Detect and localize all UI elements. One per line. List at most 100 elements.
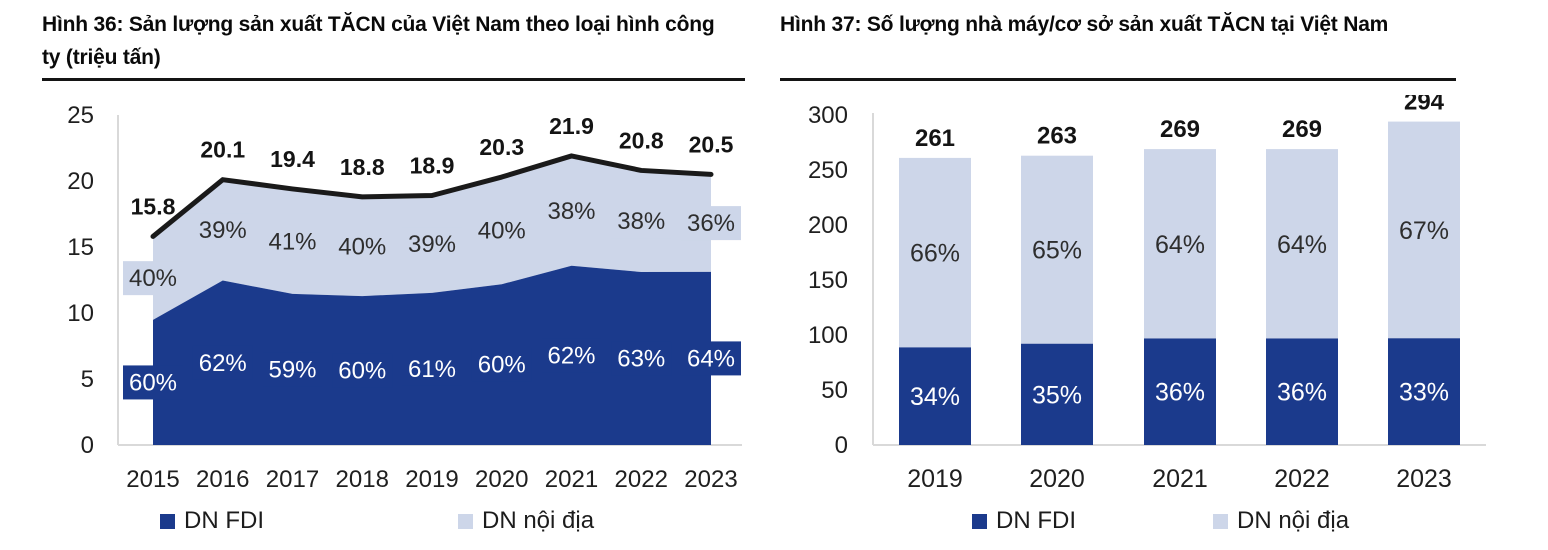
- pct-label-fdi: 35%: [1032, 381, 1082, 409]
- x-tick-label: 2022: [615, 466, 668, 493]
- pct-label-fdi: 36%: [1277, 379, 1327, 407]
- x-tick-label: 2020: [475, 466, 528, 493]
- pct-label-domestic: 64%: [1277, 231, 1327, 259]
- y-tick-label: 300: [808, 102, 848, 129]
- legend-item-domestic: DN nội địa: [1213, 507, 1349, 535]
- pct-label-fdi: 60%: [129, 369, 177, 396]
- total-label: 20.8: [619, 127, 664, 153]
- x-tick-label: 2021: [545, 466, 598, 493]
- legend-item-domestic: DN nội địa: [458, 507, 594, 535]
- x-tick-label: 2017: [266, 466, 319, 493]
- legend-swatch-fdi-icon: [160, 513, 175, 529]
- legend-label-domestic: DN nội địa: [1237, 507, 1350, 534]
- pct-label-domestic: 39%: [408, 231, 456, 258]
- figure37-stacked-bar-chart: 0 50 100 150 200 250 300 261 66% 34% 2019 263 65% 35%…: [808, 95, 1486, 493]
- legend-label-fdi: DN FDI: [184, 507, 264, 534]
- total-label: 15.8: [131, 193, 176, 219]
- pct-label-bg-fdi: [262, 352, 323, 387]
- pct-label-bg-fdi: [402, 351, 462, 386]
- total-label: 21.9: [549, 113, 594, 139]
- x-tick-label: 2023: [1396, 465, 1452, 493]
- y-tick-label: 5: [81, 366, 94, 393]
- x-tick-label: 2022: [1274, 465, 1330, 493]
- bar-segment-domestic: [1266, 149, 1338, 339]
- pct-label-fdi: 34%: [910, 383, 960, 411]
- pct-label-domestic: 40%: [478, 218, 526, 245]
- figure37-legend: DN FDI DN nội địa: [780, 507, 1548, 535]
- total-label: 20.3: [479, 134, 524, 160]
- pct-label-bg-fdi: [192, 345, 253, 380]
- pct-label-domestic: 66%: [910, 240, 960, 268]
- figure36-title-divider: [42, 78, 745, 81]
- y-tick-label: 150: [808, 267, 848, 294]
- pct-label-domestic: 40%: [129, 265, 177, 292]
- x-tick-label: 2023: [684, 466, 737, 493]
- bar-segment-fdi: [1388, 338, 1460, 445]
- total-label: 20.5: [689, 131, 734, 157]
- legend-item-fdi: DN FDI: [972, 507, 1076, 535]
- total-label: 18.9: [410, 153, 455, 179]
- y-tick-label: 15: [67, 234, 94, 261]
- bar-segment-fdi: [1021, 343, 1093, 445]
- pct-label-bg-domestic: [123, 261, 183, 296]
- y-tick-label: 20: [67, 168, 94, 195]
- bar-segment-domestic: [1144, 149, 1216, 339]
- figure37-title-divider: [780, 78, 1456, 81]
- x-tick-label: 2016: [196, 466, 249, 493]
- pct-label-bg-fdi: [611, 341, 672, 376]
- pct-label-fdi: 64%: [687, 345, 735, 372]
- pct-label-bg-domestic: [262, 224, 323, 259]
- pct-label-fdi: 62%: [199, 350, 247, 377]
- pct-label-fdi: 61%: [408, 356, 456, 383]
- pct-label-domestic: 64%: [1155, 231, 1205, 259]
- total-label: 20.1: [200, 137, 245, 163]
- pct-label-bg-domestic: [332, 229, 393, 264]
- y-tick-label: 50: [821, 377, 848, 404]
- pct-label-fdi: 62%: [547, 342, 595, 369]
- pct-label-domestic: 38%: [617, 208, 665, 235]
- y-tick-label: 10: [67, 300, 94, 327]
- y-tick-label: 250: [808, 157, 848, 184]
- figure37-title: Hình 37: Số lượng nhà máy/cơ sở sản xuất…: [780, 13, 1389, 36]
- bar-segment-fdi: [1266, 338, 1338, 445]
- pct-label-bg-domestic: [192, 213, 253, 248]
- pct-label-domestic: 41%: [268, 228, 316, 255]
- y-tick-label: 0: [81, 432, 94, 459]
- pct-label-bg-domestic: [471, 213, 532, 248]
- pct-label-bg-domestic: [681, 206, 741, 241]
- pct-label-bg-fdi: [541, 338, 602, 373]
- legend-swatch-domestic-icon: [458, 513, 473, 529]
- legend-label-domestic: DN nội địa: [482, 507, 595, 534]
- x-tick-label: 2021: [1152, 465, 1208, 493]
- legend-item-fdi: DN FDI: [160, 507, 264, 535]
- x-tick-label: 2019: [907, 465, 963, 493]
- bar-segment-fdi: [1144, 338, 1216, 445]
- pct-label-fdi: 63%: [617, 346, 665, 373]
- total-label: 19.4: [270, 146, 315, 172]
- total-label: 294: [1404, 95, 1445, 116]
- total-label: 261: [915, 125, 955, 152]
- total-label: 263: [1037, 123, 1077, 150]
- bar-segment-fdi: [899, 347, 971, 445]
- panel-figure-36: Hình 36: Sản lượng sản xuất TĂCN của Việ…: [42, 13, 745, 535]
- figure36-title: Hình 36: Sản lượng sản xuất TĂCN của Việ…: [42, 13, 715, 69]
- pct-label-domestic: 38%: [547, 198, 595, 225]
- total-label: 18.8: [340, 154, 385, 180]
- y-tick-label: 25: [67, 102, 94, 129]
- pct-label-bg-domestic: [541, 193, 602, 228]
- pct-label-bg-fdi: [681, 341, 741, 376]
- bar-segment-domestic: [899, 157, 971, 348]
- pct-label-domestic: 40%: [338, 233, 386, 260]
- pct-label-fdi: 36%: [1155, 379, 1205, 407]
- figure36-stacked-area-chart: 0 5 10 15 20 25 40% 60% 39% 62% 41% 59% 40% 60% 39% 61%…: [67, 102, 742, 493]
- pct-label-bg-fdi: [123, 365, 183, 400]
- pct-label-bg-domestic: [611, 204, 672, 239]
- x-tick-label: 2018: [336, 466, 389, 493]
- pct-label-fdi: 60%: [338, 358, 386, 385]
- pct-label-domestic: 36%: [687, 210, 735, 237]
- panel-figure-37: Hình 37: Số lượng nhà máy/cơ sở sản xuất…: [774, 0, 1548, 550]
- pct-label-bg-fdi: [471, 347, 532, 382]
- total-label: 269: [1160, 116, 1200, 143]
- x-tick-label: 2019: [405, 466, 458, 493]
